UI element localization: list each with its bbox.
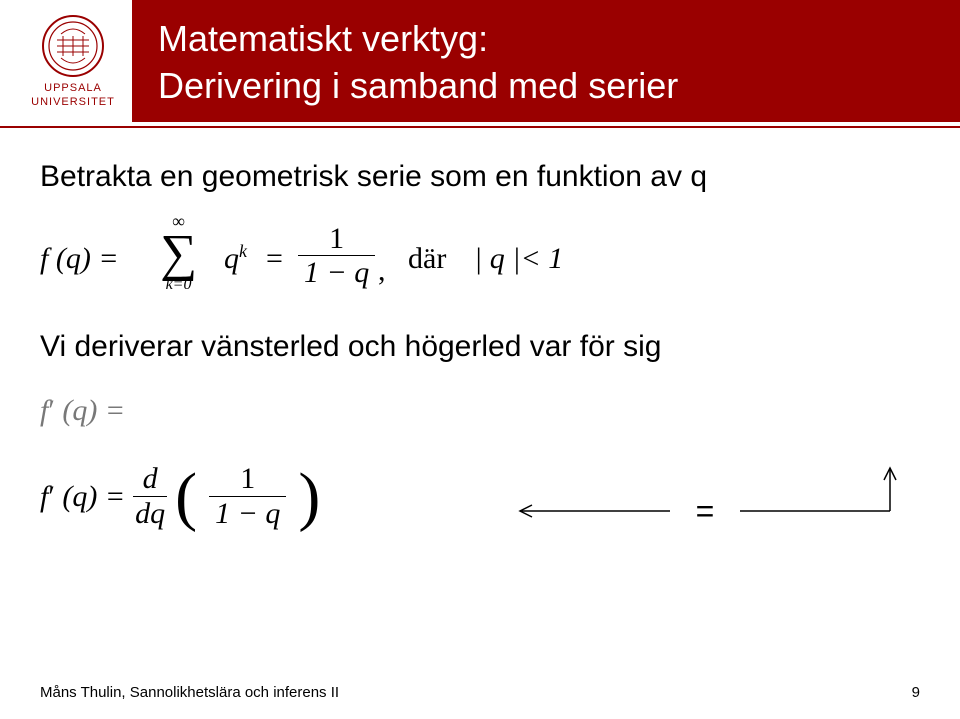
equals-text: = bbox=[696, 493, 715, 529]
slide-footer: Måns Thulin, Sannolikhetslära och infere… bbox=[0, 684, 960, 701]
seal-icon bbox=[41, 14, 105, 78]
logo-text-line1: UPPSALA bbox=[28, 82, 118, 96]
footer-page-number: 9 bbox=[912, 684, 920, 701]
title-bar: Matematiskt verktyg: Derivering i samban… bbox=[132, 0, 960, 122]
slide-header: UPPSALA UNIVERSITET Matematiskt verktyg:… bbox=[0, 0, 960, 136]
deriv-lhs: f′ (q) = bbox=[40, 480, 125, 514]
sigma-icon: ∞ ∑ k=0 bbox=[160, 212, 197, 294]
eq-condition: | q |< 1 bbox=[474, 242, 563, 275]
eq-where: där bbox=[408, 242, 446, 275]
footer-author: Måns Thulin, Sannolikhetslära och infere… bbox=[40, 684, 339, 701]
intro-text: Betrakta en geometrisk serie som en funk… bbox=[40, 160, 920, 194]
inner-fraction: 1 1 − q bbox=[209, 462, 286, 531]
title-line-1: Matematiskt verktyg: bbox=[158, 16, 960, 63]
right-paren-icon: ) bbox=[298, 477, 320, 517]
logo-text-line2: UNIVERSITET bbox=[28, 96, 118, 110]
equation-fprime-gray: f′ (q) = bbox=[40, 394, 920, 428]
left-paren-icon: ( bbox=[175, 477, 197, 517]
eq-comma: , bbox=[378, 254, 386, 287]
bottom-math-row: f′ (q) = d dq ( 1 1 − q ) = bbox=[40, 462, 920, 572]
equation-derivative: f′ (q) = d dq ( 1 1 − q ) bbox=[40, 462, 320, 531]
eq-equals: = bbox=[266, 242, 283, 275]
equation-geometric-series: f (q) = ∞ ∑ k=0 qk = 1 1 − q , där | q |… bbox=[40, 212, 920, 306]
eq-fraction: 1 1 − q bbox=[298, 222, 375, 289]
arrow-diagram: = bbox=[510, 466, 930, 561]
eq-lhs: f (q) = bbox=[40, 242, 119, 275]
title-line-2: Derivering i samband med serier bbox=[158, 63, 960, 110]
mid-text: Vi deriverar vänsterled och högerled var… bbox=[40, 330, 920, 364]
header-underline bbox=[0, 126, 960, 128]
slide-content: Betrakta en geometrisk serie som en funk… bbox=[40, 160, 920, 572]
university-logo: UPPSALA UNIVERSITET bbox=[28, 14, 118, 110]
eq-term: qk bbox=[224, 242, 247, 275]
ddq-fraction: d dq bbox=[133, 462, 167, 531]
